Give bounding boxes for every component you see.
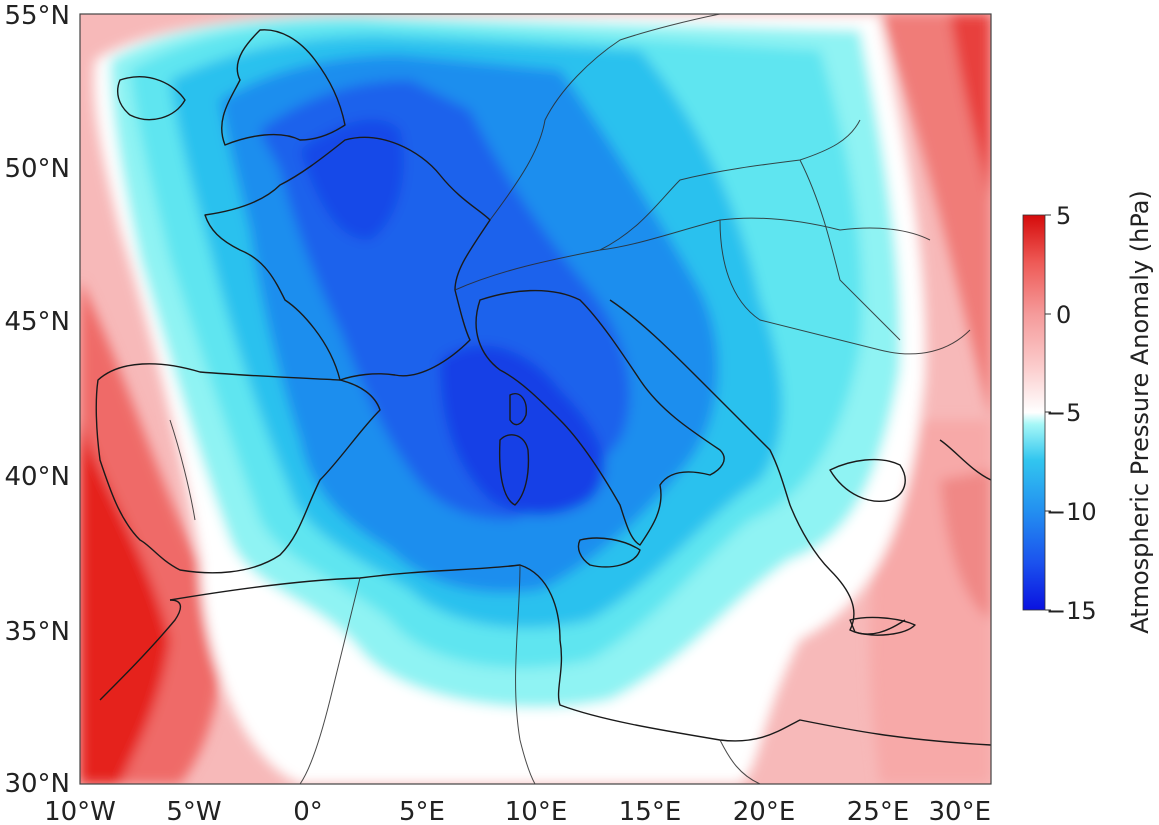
lat-label-45N: 45°N [4,307,70,337]
lon-label-5E: 5°E [399,797,445,825]
anomaly-contours [80,14,991,784]
longitude-axis: 10°W 5°W 0° 5°E 10°E 15°E 20°E 25°E 30°E [44,797,991,825]
map-panel [80,14,991,784]
lon-label-10E: 10°E [505,797,568,825]
colorbar-tick-minus10: −10 [1046,498,1097,526]
lon-label-5W: 5°W [166,797,221,825]
lon-label-20E: 20°E [733,797,796,825]
lon-label-25E: 25°E [847,797,910,825]
lon-label-0: 0° [293,797,323,825]
lon-label-30E: 30°E [928,797,991,825]
colorbar-tick-5: 5 [1056,202,1071,230]
lat-label-55N: 55°N [4,1,70,31]
lat-label-35N: 35°N [4,617,70,647]
lat-label-40N: 40°N [4,462,70,492]
colorbar-tick-0: 0 [1056,301,1071,329]
map-frame [79,13,992,785]
colorbar-tick-minus5: −5 [1046,399,1081,427]
lon-label-15E: 15°E [619,797,682,825]
lat-label-30N: 30°N [4,769,70,799]
latitude-axis: 55°N 50°N 45°N 40°N 35°N 30°N [4,1,70,799]
lon-label-10W: 10°W [44,797,116,825]
colorbar-gradient [1022,214,1046,611]
country-borders [169,14,971,784]
colorbar-tick-minus15: −15 [1046,597,1097,625]
colorbar: 5 0 −5 −10 −15 Atmospheric Pressure Anom… [1022,190,1154,634]
coastlines [95,29,991,746]
lat-label-50N: 50°N [4,154,70,184]
colorbar-label: Atmospheric Pressure Anomaly (hPa) [1126,190,1154,634]
